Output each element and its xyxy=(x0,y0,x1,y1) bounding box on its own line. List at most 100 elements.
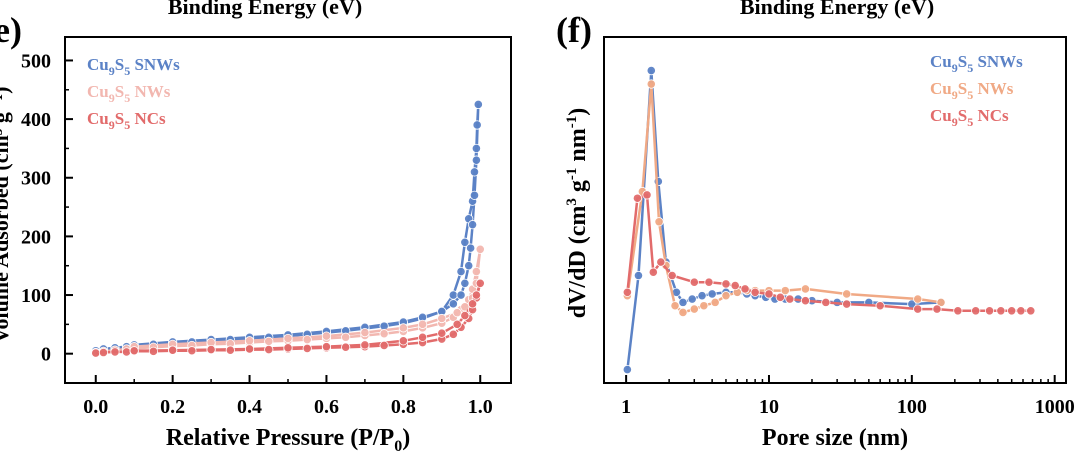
panel-e-legend: Cu9S5 SNWs Cu9S5 NWs Cu9S5 NCs xyxy=(87,55,180,132)
data-point xyxy=(452,308,462,318)
data-point xyxy=(800,296,811,306)
data-point xyxy=(996,306,1006,316)
data-point xyxy=(764,289,774,299)
y-tick-label: 400 xyxy=(21,109,51,131)
data-point xyxy=(785,294,795,304)
data-point xyxy=(697,291,707,301)
data-point xyxy=(475,244,485,254)
data-point xyxy=(467,299,478,309)
x-tick-label: 0.0 xyxy=(83,396,108,418)
data-point xyxy=(471,290,481,300)
data-point xyxy=(460,278,470,288)
panel-f-label: (f) xyxy=(556,10,592,50)
data-point xyxy=(721,291,731,301)
data-point xyxy=(379,329,389,339)
data-point xyxy=(456,266,466,277)
panel-e: Binding Energy (eV) (e) Volume Adsorbed … xyxy=(0,0,512,455)
data-point xyxy=(448,299,458,309)
data-point xyxy=(452,319,462,329)
data-point xyxy=(460,310,470,321)
data-point xyxy=(913,294,923,304)
data-point xyxy=(775,292,785,302)
legend-entry: Cu9S5 SNWs xyxy=(87,55,180,78)
x-tick-label: 0.4 xyxy=(237,396,262,418)
panel-e-ticks: 0.0 0.2 0.4 0.6 0.8 1.0 0 100 200 300 400 500 xyxy=(21,50,493,418)
data-point xyxy=(264,344,274,355)
data-point xyxy=(225,345,235,355)
panel-f-x-axis-title: Pore size (nm) xyxy=(762,425,908,451)
data-point xyxy=(360,340,370,350)
data-point xyxy=(687,294,697,304)
data-point xyxy=(913,304,923,314)
panel-e-label: (e) xyxy=(0,10,22,50)
data-point xyxy=(469,190,480,200)
data-point xyxy=(632,193,643,203)
legend-entry: Cu9S5 NWs xyxy=(87,82,171,105)
data-point xyxy=(622,364,632,375)
data-point xyxy=(953,306,963,316)
data-point xyxy=(1007,306,1017,316)
data-point xyxy=(689,304,699,314)
data-point xyxy=(283,343,293,353)
data-point xyxy=(667,270,677,281)
data-point xyxy=(302,335,312,345)
panel-f: Binding Energy (eV) (f) dV/dD (cm3 g-1 n… xyxy=(556,0,1075,451)
data-point xyxy=(341,342,351,352)
y-tick-label: 100 xyxy=(21,285,51,307)
data-point xyxy=(321,331,332,341)
y-tick-label: 300 xyxy=(21,168,51,190)
x-tick-label: 1.0 xyxy=(468,396,493,418)
series-line xyxy=(626,193,1031,313)
x-tick-label: 1000 xyxy=(1035,396,1075,418)
legend-entry: Cu9S5 NWs xyxy=(930,79,1014,102)
data-point xyxy=(448,290,458,300)
data-point xyxy=(1016,306,1026,316)
data-point xyxy=(936,297,946,307)
data-point xyxy=(740,284,750,294)
data-point xyxy=(654,217,664,227)
data-point xyxy=(467,220,478,230)
y-tick-label: 500 xyxy=(21,50,51,72)
data-point xyxy=(648,267,658,277)
data-point xyxy=(244,336,255,346)
data-point xyxy=(168,345,178,355)
data-point xyxy=(642,190,652,200)
data-point xyxy=(121,347,132,357)
data-point xyxy=(730,280,740,291)
data-point xyxy=(932,304,942,314)
data-point xyxy=(670,301,680,311)
legend-entry: Cu9S5 SNWs xyxy=(930,52,1023,75)
x-tick-label: 0.8 xyxy=(391,396,416,418)
x-tick-label: 0.6 xyxy=(314,396,339,418)
data-point xyxy=(417,332,428,342)
data-point xyxy=(91,348,101,358)
data-point xyxy=(471,143,481,154)
data-point xyxy=(471,266,481,277)
data-point xyxy=(302,343,312,353)
data-point xyxy=(341,332,351,342)
data-point xyxy=(656,257,666,267)
panel-f-plot-frame xyxy=(603,36,1067,384)
series-line xyxy=(626,69,942,370)
data-point xyxy=(464,261,474,271)
x-tick-label: 0.2 xyxy=(160,396,185,418)
panel-f-cut-title: Binding Energy (eV) xyxy=(740,0,934,19)
data-point xyxy=(875,301,885,311)
data-point xyxy=(398,336,408,346)
data-point xyxy=(1026,306,1036,316)
data-point xyxy=(398,323,408,333)
data-point xyxy=(417,319,428,329)
data-point xyxy=(821,297,831,307)
data-point xyxy=(244,344,255,354)
legend-entry: Cu9S5 NCs xyxy=(930,106,1009,129)
data-point xyxy=(437,328,447,338)
data-point xyxy=(646,79,656,89)
panel-f-legend: Cu9S5 SNWs Cu9S5 NWs Cu9S5 NCs xyxy=(930,52,1023,129)
data-point xyxy=(622,287,632,297)
x-tick-label: 100 xyxy=(897,396,927,418)
data-point xyxy=(283,333,293,344)
data-point xyxy=(466,243,476,253)
data-point xyxy=(678,307,688,318)
data-point xyxy=(360,327,370,338)
